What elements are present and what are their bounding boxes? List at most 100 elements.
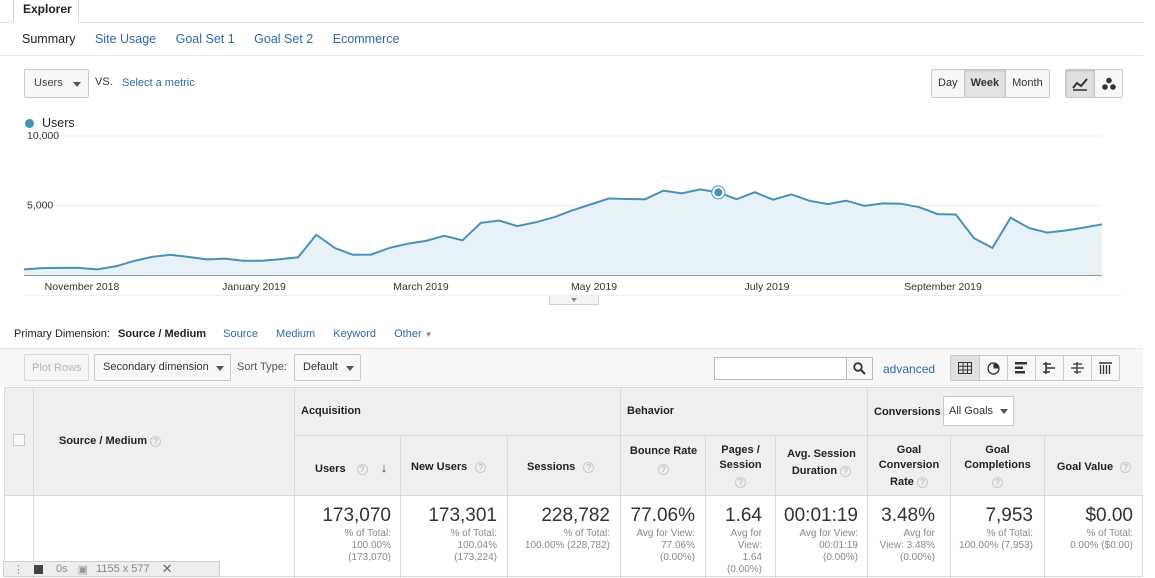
data-point[interactable] bbox=[149, 254, 155, 260]
users-area-chart[interactable]: 10,000 5,000 November 2018 January 2019 Mar… bbox=[0, 130, 1143, 296]
help-icon[interactable]: ? bbox=[840, 465, 852, 477]
column-goal-value[interactable]: Goal Value ? bbox=[1045, 460, 1143, 475]
help-icon[interactable]: ? bbox=[992, 476, 1003, 488]
camera-icon[interactable]: ▣ bbox=[77, 563, 89, 576]
select-all-checkbox[interactable] bbox=[13, 434, 25, 446]
subtab-goal-set-1[interactable]: Goal Set 1 bbox=[175, 32, 235, 46]
sort-type-select[interactable]: Default bbox=[294, 354, 361, 381]
data-point[interactable] bbox=[167, 252, 173, 258]
data-point[interactable] bbox=[313, 232, 319, 238]
primary-dimension-other[interactable]: Other ▼ bbox=[394, 328, 433, 340]
help-icon[interactable]: ? bbox=[583, 461, 595, 473]
help-icon[interactable]: ? bbox=[658, 463, 669, 475]
table-search-input[interactable] bbox=[714, 357, 847, 380]
close-icon[interactable]: ✕ bbox=[161, 561, 173, 576]
tab-explorer[interactable]: Explorer bbox=[13, 0, 79, 23]
column-goal-completions[interactable]: Goal Completions ? bbox=[951, 443, 1044, 490]
data-point[interactable] bbox=[21, 266, 27, 272]
metric-select[interactable]: Users bbox=[24, 69, 89, 98]
column-users[interactable]: Users ? ↓ bbox=[301, 460, 397, 477]
highlighted-data-point[interactable] bbox=[712, 186, 725, 199]
data-point[interactable] bbox=[1044, 230, 1050, 236]
data-point[interactable] bbox=[1062, 228, 1068, 234]
data-point[interactable] bbox=[752, 189, 758, 195]
chart-expander[interactable] bbox=[549, 296, 599, 305]
data-point[interactable] bbox=[587, 202, 593, 208]
data-point[interactable] bbox=[478, 220, 484, 226]
column-goal-conversion-rate[interactable]: Goal Conversion Rate ? bbox=[868, 443, 950, 490]
data-point[interactable] bbox=[660, 188, 666, 194]
data-point[interactable] bbox=[953, 212, 959, 218]
column-bounce-rate[interactable]: Bounce Rate ? bbox=[621, 444, 706, 477]
percentage-view-button[interactable] bbox=[979, 356, 1007, 380]
primary-dimension-medium[interactable]: Medium bbox=[276, 328, 316, 340]
data-point[interactable] bbox=[1081, 225, 1087, 231]
help-icon[interactable]: ? bbox=[735, 476, 746, 488]
select-metric-link[interactable]: Select a metric bbox=[122, 77, 195, 89]
data-point[interactable] bbox=[971, 235, 977, 241]
granularity-month-button[interactable]: Month bbox=[1006, 70, 1049, 97]
column-new-users[interactable]: New Users ? bbox=[407, 460, 503, 475]
motion-chart-button[interactable] bbox=[1094, 70, 1122, 97]
column-avg-session-duration[interactable]: Avg. Session Duration ? bbox=[776, 447, 867, 479]
data-point[interactable] bbox=[222, 256, 228, 262]
help-icon[interactable]: ? bbox=[1120, 461, 1132, 473]
subtab-site-usage[interactable]: Site Usage bbox=[94, 32, 157, 46]
help-icon[interactable]: ? bbox=[475, 461, 487, 473]
help-icon[interactable]: ? bbox=[356, 463, 368, 475]
data-point[interactable] bbox=[295, 254, 301, 260]
data-point[interactable] bbox=[514, 223, 520, 229]
data-point[interactable] bbox=[405, 241, 411, 247]
data-point[interactable] bbox=[423, 238, 429, 244]
subtab-goal-set-2[interactable]: Goal Set 2 bbox=[254, 32, 314, 46]
data-point[interactable] bbox=[989, 245, 995, 251]
line-chart-button[interactable] bbox=[1066, 70, 1094, 97]
data-point[interactable] bbox=[204, 256, 210, 262]
data-point[interactable] bbox=[916, 204, 922, 210]
data-point[interactable] bbox=[1099, 221, 1105, 227]
data-point[interactable] bbox=[697, 186, 703, 192]
data-point[interactable] bbox=[825, 201, 831, 207]
column-pages-session[interactable]: Pages / Session ? bbox=[706, 443, 775, 490]
data-point[interactable] bbox=[861, 203, 867, 209]
data-point[interactable] bbox=[112, 263, 118, 269]
advanced-filter-link[interactable]: advanced bbox=[883, 362, 936, 376]
data-point[interactable] bbox=[551, 214, 557, 220]
help-icon[interactable]: ? bbox=[150, 435, 162, 447]
subtab-summary[interactable]: Summary bbox=[22, 32, 76, 46]
data-point[interactable] bbox=[496, 218, 502, 224]
data-point[interactable] bbox=[76, 265, 82, 271]
data-point[interactable] bbox=[332, 245, 338, 251]
data-point[interactable] bbox=[880, 200, 886, 206]
data-point[interactable] bbox=[368, 252, 374, 258]
data-point[interactable] bbox=[1008, 215, 1014, 221]
search-button[interactable] bbox=[846, 357, 873, 380]
data-point[interactable] bbox=[441, 233, 447, 239]
data-point[interactable] bbox=[898, 201, 904, 207]
data-point[interactable] bbox=[843, 198, 849, 204]
data-point[interactable] bbox=[185, 254, 191, 260]
data-point[interactable] bbox=[770, 197, 776, 203]
data-point[interactable] bbox=[569, 207, 575, 213]
data-point[interactable] bbox=[807, 198, 813, 204]
data-view-button[interactable] bbox=[951, 356, 979, 380]
data-point[interactable] bbox=[460, 237, 466, 243]
performance-view-button[interactable] bbox=[1007, 356, 1035, 380]
primary-dimension-source[interactable]: Source bbox=[223, 328, 258, 340]
pivot-view-button[interactable] bbox=[1091, 356, 1119, 380]
help-icon[interactable]: ? bbox=[916, 476, 928, 488]
data-point[interactable] bbox=[240, 258, 246, 264]
data-point[interactable] bbox=[94, 266, 100, 272]
comparison-view-button[interactable] bbox=[1035, 356, 1063, 380]
data-point[interactable] bbox=[935, 211, 941, 217]
data-point[interactable] bbox=[624, 196, 630, 202]
data-point[interactable] bbox=[642, 196, 648, 202]
data-point[interactable] bbox=[788, 191, 794, 197]
dimension-header[interactable]: Source / Medium ? bbox=[59, 435, 162, 447]
data-point[interactable] bbox=[58, 265, 64, 271]
data-point[interactable] bbox=[39, 265, 45, 271]
subtab-ecommerce[interactable]: Ecommerce bbox=[332, 32, 400, 46]
primary-dimension-keyword[interactable]: Keyword bbox=[333, 328, 377, 340]
record-icon[interactable] bbox=[34, 564, 43, 574]
plot-rows-button[interactable]: Plot Rows bbox=[24, 354, 89, 381]
